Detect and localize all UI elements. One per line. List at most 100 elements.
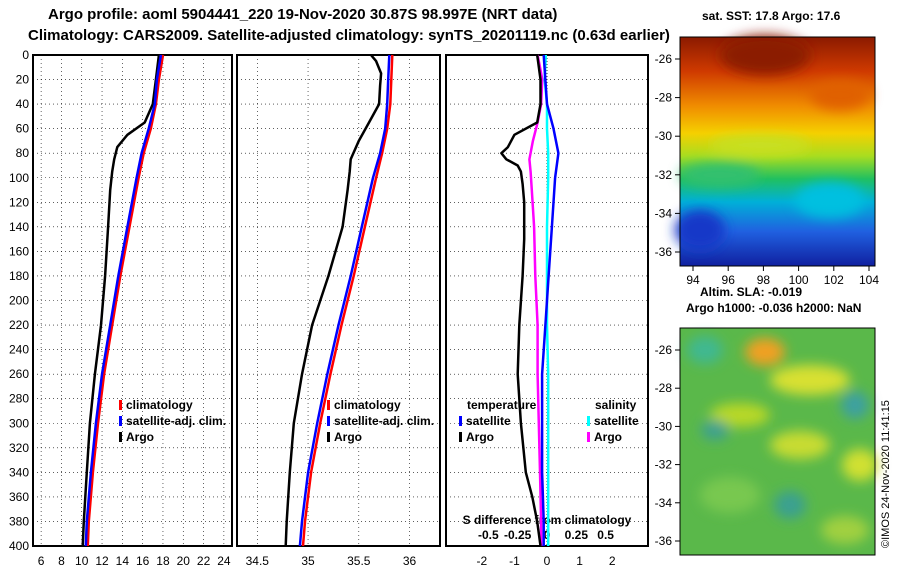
y-tick-label: 380 xyxy=(9,514,29,528)
legend-temperature-title: temperature xyxy=(467,398,537,412)
y-tick-label: 0 xyxy=(22,48,29,62)
series-temperature-argo-line xyxy=(500,54,542,547)
legend-temperature-argo-swatch xyxy=(459,432,462,442)
y-tick-label: 140 xyxy=(9,220,29,234)
lon-tick-label: 98 xyxy=(757,273,771,287)
y-tick-label: 400 xyxy=(9,539,29,553)
y-tick-label: 300 xyxy=(9,416,29,430)
y-tick-label: 280 xyxy=(9,392,29,406)
x-tick-label: 36 xyxy=(403,554,417,568)
lat-tick-label: -30 xyxy=(655,419,673,433)
panel-frame xyxy=(236,54,441,547)
legend-climatology-label: climatology xyxy=(126,398,193,412)
legend-temperature-satellite-label: satellite xyxy=(466,414,511,428)
lon-tick-label: 94 xyxy=(686,273,700,287)
lat-tick-label: -30 xyxy=(655,129,673,143)
lat-tick-label: -36 xyxy=(655,534,673,548)
sst-map-lat-axis: -26 -28 -30 -32 -34 -36 xyxy=(655,52,680,259)
x-tick-label: 35.5 xyxy=(347,554,371,568)
legend-salinity-argo-swatch xyxy=(587,432,590,442)
sla-map-lat-axis: -26 -28 -30 -32 -34 -36 xyxy=(655,343,680,548)
x-tick-label: 10 xyxy=(75,554,89,568)
sst-map-lon-axis: 94 96 98 100 102 104 xyxy=(686,266,879,287)
x-tick-label: 8 xyxy=(58,554,65,568)
salinity-tick-label: -0.5 xyxy=(478,528,499,542)
lat-tick-label: -28 xyxy=(655,91,673,105)
y-tick-label: 160 xyxy=(9,244,29,258)
lat-tick-label: -34 xyxy=(655,496,673,510)
legend-climatology-swatch xyxy=(119,400,122,410)
series-climatology-line xyxy=(301,54,394,547)
lat-tick-label: -36 xyxy=(655,245,673,259)
y-tick-label: 100 xyxy=(9,171,29,185)
legend-argo-swatch xyxy=(327,432,330,442)
sst-map xyxy=(675,35,876,267)
lat-tick-label: -32 xyxy=(655,168,673,182)
x-tick-label: 0 xyxy=(544,554,551,568)
x-tick-label: 24 xyxy=(217,554,231,568)
legend-satellite-adj-swatch xyxy=(119,416,122,426)
sst-map-title: sat. SST: 17.8 Argo: 17.6 xyxy=(702,9,841,23)
profile-panel-1: 6 8 10 12 14 16 18 20 22 240204060801001201401601… xyxy=(9,48,233,568)
x-tick-label: -2 xyxy=(477,554,488,568)
y-tick-label: 220 xyxy=(9,318,29,332)
lon-tick-label: 102 xyxy=(824,273,844,287)
profile-panel-2: 34.5 35 35.5 36 climatology satellite-adj. cl… xyxy=(236,54,441,568)
x-tick-label: 35 xyxy=(301,554,315,568)
profile-panel-3: -2 -1 0 1 2-0.5 -0.25 0 0.25 0.5S difference fro… xyxy=(445,54,649,568)
x-tick-label: 22 xyxy=(197,554,211,568)
lon-tick-label: 96 xyxy=(722,273,736,287)
salinity-tick-label: 0.25 xyxy=(565,528,589,542)
y-tick-label: 340 xyxy=(9,465,29,479)
legend-satellite-adj-label: satellite-adj. clim. xyxy=(126,414,226,428)
y-tick-label: 360 xyxy=(9,490,29,504)
series-satellite-adj-line xyxy=(84,54,163,547)
title-line-2: Climatology: CARS2009. Satellite-adjuste… xyxy=(28,27,670,44)
legend-salinity-satellite-label: satellite xyxy=(594,414,639,428)
legend-argo-swatch xyxy=(119,432,122,442)
legend-temperature-satellite-swatch xyxy=(459,416,462,426)
legend-argo-label: Argo xyxy=(334,430,362,444)
y-tick-label: 80 xyxy=(16,146,30,160)
series-argo-line xyxy=(81,54,161,547)
series-argo-line xyxy=(284,54,383,547)
legend-temperature-argo-label: Argo xyxy=(466,430,494,444)
title-line-1: Argo profile: aoml 5904441_220 19-Nov-20… xyxy=(48,6,558,23)
x-tick-label: 6 xyxy=(38,554,45,568)
salinity-tick-label: -0.25 xyxy=(504,528,532,542)
x-tick-label: 20 xyxy=(177,554,191,568)
lon-tick-label: 100 xyxy=(789,273,809,287)
x-tick-label: 2 xyxy=(609,554,616,568)
x-tick-label: -1 xyxy=(509,554,520,568)
legend-satellite-adj-swatch xyxy=(327,416,330,426)
lat-tick-label: -26 xyxy=(655,52,673,66)
y-tick-label: 120 xyxy=(9,195,29,209)
series-temperature-satellite-line xyxy=(540,54,560,546)
x-tick-label: 16 xyxy=(136,554,150,568)
y-tick-label: 200 xyxy=(9,294,29,308)
panel-frame xyxy=(32,54,233,547)
legend-salinity-title: salinity xyxy=(595,398,637,412)
lat-tick-label: -26 xyxy=(655,343,673,357)
x-tick-label: 14 xyxy=(116,554,130,568)
legend-salinity-argo-label: Argo xyxy=(594,430,622,444)
sla-map-title-1: Altim. SLA: -0.019 xyxy=(700,285,803,299)
x-tick-label: 18 xyxy=(156,554,170,568)
y-tick-label: 260 xyxy=(9,367,29,381)
legend-climatology-swatch xyxy=(327,400,330,410)
legend-argo-label: Argo xyxy=(126,430,154,444)
y-tick-label: 180 xyxy=(9,269,29,283)
legend-satellite-adj-label: satellite-adj. clim. xyxy=(334,414,434,428)
x-tick-label: 12 xyxy=(95,554,109,568)
sla-map xyxy=(679,327,878,556)
lat-tick-label: -32 xyxy=(655,458,673,472)
x-tick-label: 1 xyxy=(576,554,583,568)
y-tick-label: 60 xyxy=(16,122,30,136)
y-tick-label: 240 xyxy=(9,343,29,357)
x-tick-label: 34.5 xyxy=(246,554,270,568)
salinity-tick-label: 0.5 xyxy=(597,528,614,542)
lon-tick-label: 104 xyxy=(859,273,879,287)
series-satellite-adj-line xyxy=(298,54,391,547)
lat-tick-label: -34 xyxy=(655,206,673,220)
